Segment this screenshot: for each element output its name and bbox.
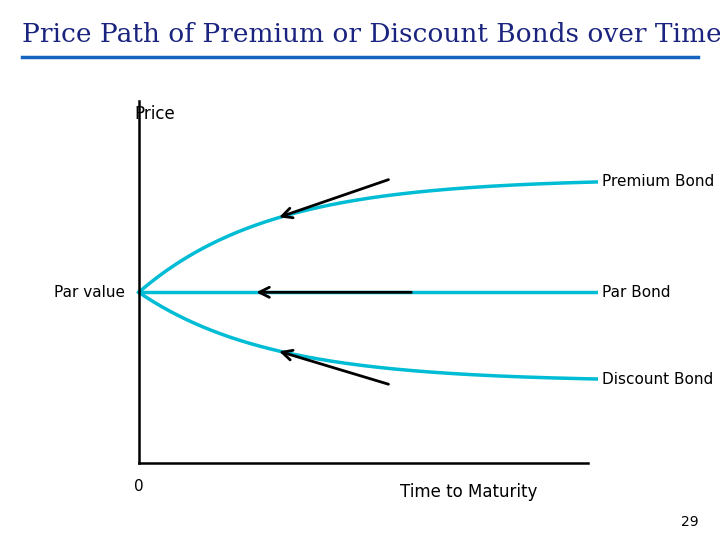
- Text: Par Bond: Par Bond: [602, 285, 671, 300]
- Text: 0: 0: [134, 480, 143, 494]
- Text: Price: Price: [134, 105, 175, 123]
- Text: Time to Maturity: Time to Maturity: [400, 483, 538, 501]
- Text: Premium Bond: Premium Bond: [602, 174, 714, 190]
- Text: 29: 29: [681, 515, 698, 529]
- Text: Price Path of Premium or Discount Bonds over Time: Price Path of Premium or Discount Bonds …: [22, 22, 720, 46]
- Text: Discount Bond: Discount Bond: [602, 372, 714, 387]
- Text: Par value: Par value: [54, 285, 125, 300]
